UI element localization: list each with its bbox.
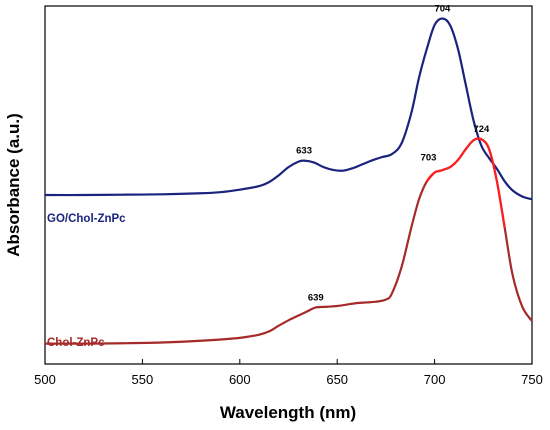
series-line-chol-znpc (44, 137, 533, 345)
series-label-chol-znpc: Chol-ZnPc (47, 337, 105, 349)
series-line-highlight (425, 137, 506, 229)
x-axis-ticks: 500 550 600 650 700 750 (34, 359, 543, 387)
x-tick-label: 600 (229, 372, 251, 387)
peak-label-633: 633 (296, 146, 312, 157)
peak-label-703: 703 (421, 153, 437, 164)
x-axis-title: Wavelength (nm) (220, 403, 356, 422)
x-tick-label: 650 (326, 372, 348, 387)
plot-frame (44, 5, 533, 365)
series-label-go-chol-znpc: GO/Chol-ZnPc (47, 213, 126, 225)
series-line-go-chol-znpc (44, 17, 533, 201)
peak-label-724: 724 (473, 124, 490, 135)
y-axis-title: Absorbance (a.u.) (4, 113, 23, 257)
peak-label-704: 704 (434, 4, 451, 15)
x-tick-label: 500 (34, 372, 56, 387)
series-layer (44, 17, 533, 345)
peak-annotations: 704 633 724 703 639 (296, 4, 490, 304)
x-tick-label: 550 (132, 372, 154, 387)
x-tick-label: 700 (424, 372, 446, 387)
x-tick-label: 750 (521, 372, 543, 387)
peak-label-639: 639 (308, 292, 324, 303)
